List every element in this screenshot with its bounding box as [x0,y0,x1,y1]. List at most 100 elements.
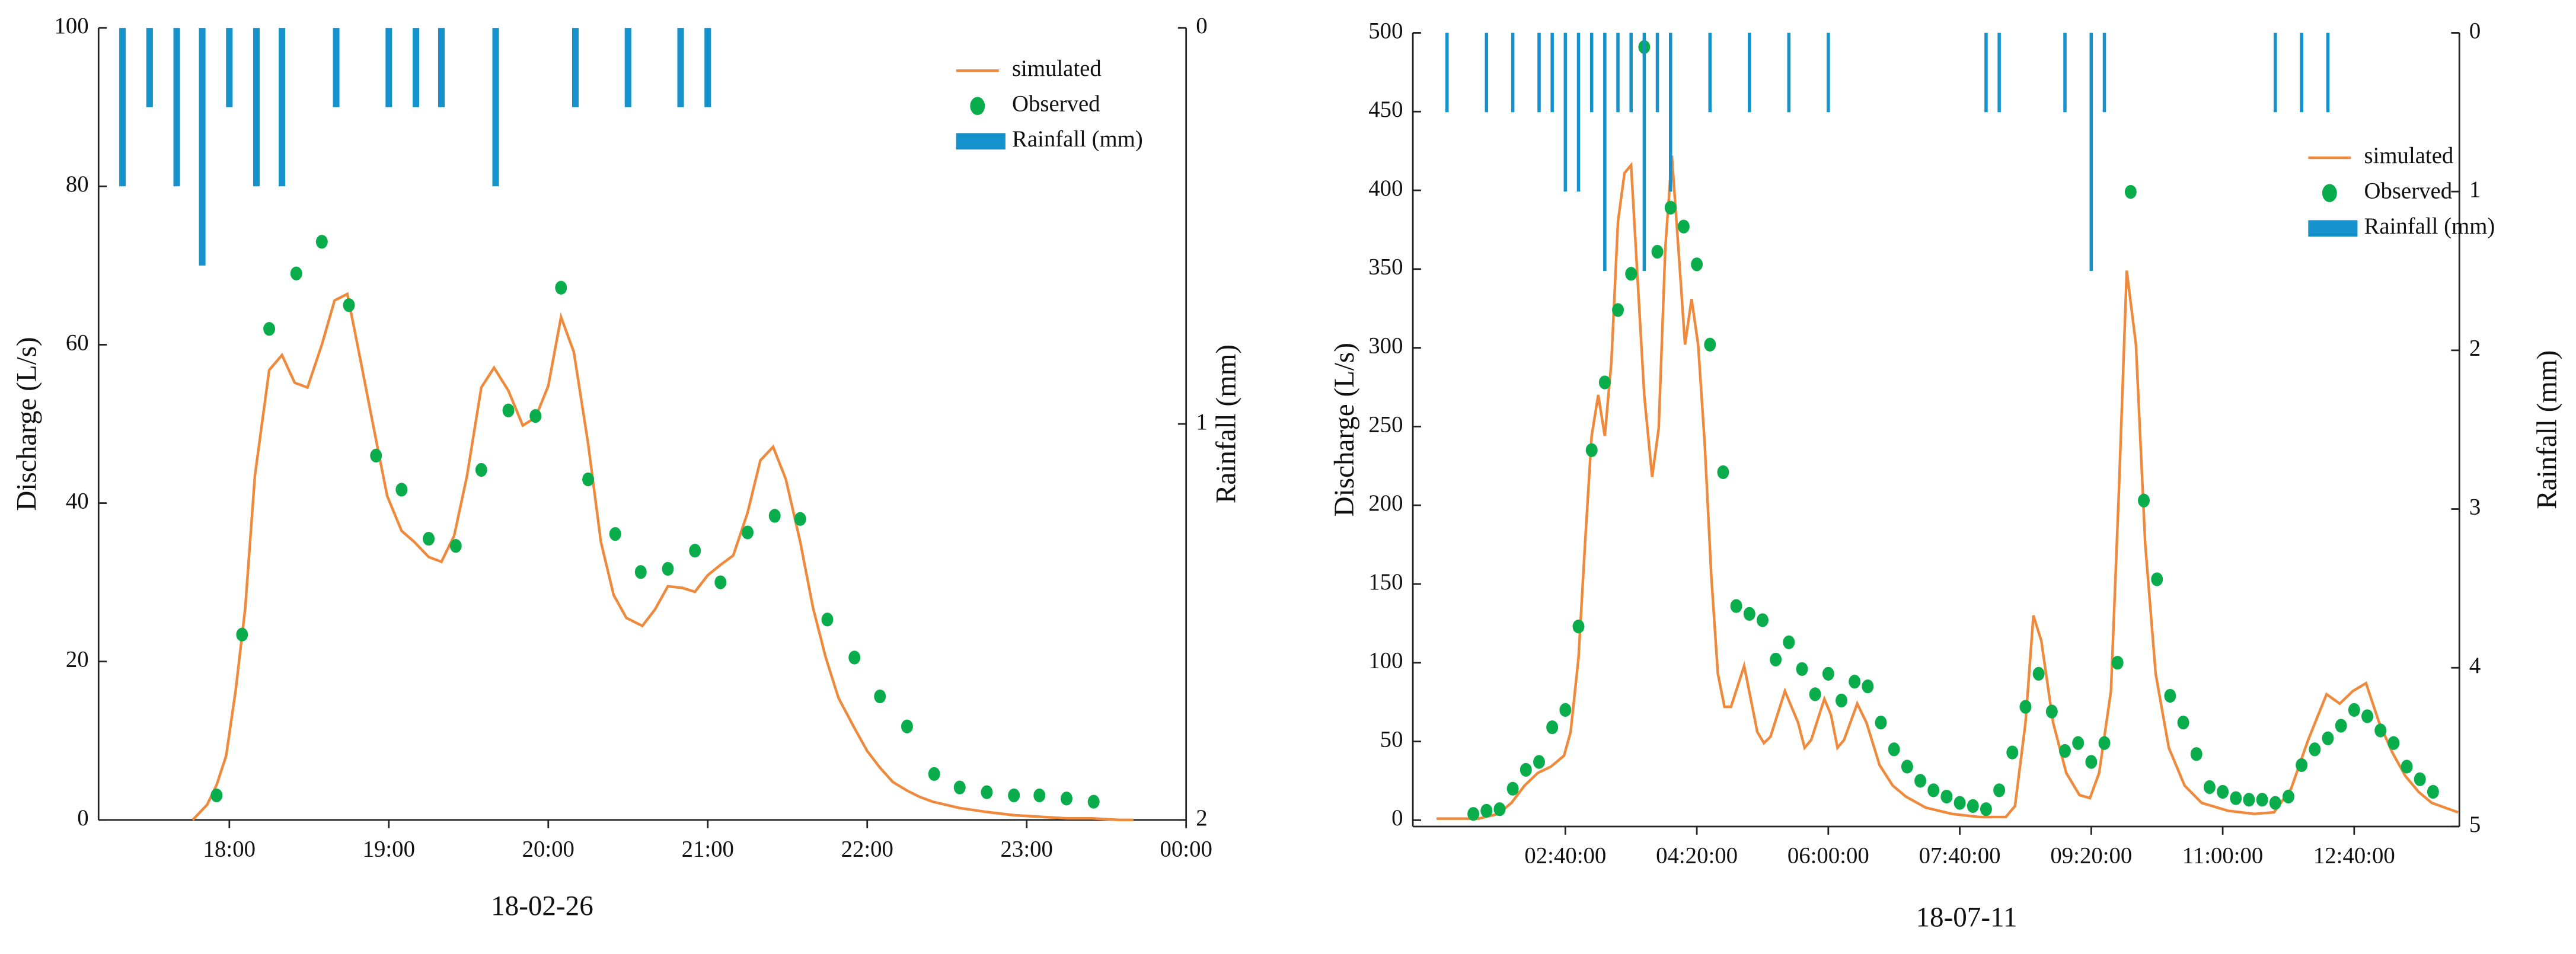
legend-label: Rainfall (mm) [1012,126,1143,152]
observed-point [2124,185,2137,199]
observed-point [1612,303,1624,317]
observed-point [1888,742,1900,757]
observed-point [315,235,328,249]
observed-point [475,462,487,477]
observed-point [1625,267,1637,281]
y-tick-label: 20 [66,647,89,672]
observed-point [1585,443,1598,457]
x-tick-label: 00:00 [1160,836,1212,862]
observed-point [210,788,223,803]
observed-point [2387,736,2400,750]
observed-point [2283,789,2294,804]
rain-bar [1511,33,1515,113]
y-tick-label: 150 [1368,569,1403,595]
observed-point [1770,652,1782,667]
y-tick-label: 0 [77,805,88,831]
observed-point [2019,700,2032,714]
y-tick-label: 300 [1368,333,1403,358]
observed-point [1008,788,1020,803]
observed-point [821,612,834,627]
observed-point [1836,693,1847,708]
x-axis-label: 18-02-26 [491,891,593,921]
y2-axis-label: Rainfall (mm) [2532,350,2562,509]
observed-point [1087,795,1100,809]
x-tick-label: 23:00 [1001,836,1053,862]
observed-point [2361,709,2374,723]
observed-point [1940,789,1953,804]
rain-bar [1550,33,1554,113]
observed-point [529,409,542,423]
observed-point [928,767,940,781]
observed-point [953,780,966,795]
observed-point [2296,758,2308,773]
rain-bar [1603,33,1607,271]
observed-point [582,472,595,487]
observed-point [2203,780,2216,795]
x-tick-label: 19:00 [363,836,415,862]
y2-axis-label: Rainfall (mm) [1211,344,1242,503]
rain-bar [385,28,392,107]
rain-bar [492,28,499,187]
x-tick-label: 22:00 [841,836,893,862]
legend-label: simulated [1012,56,1102,81]
legend-label: Rainfall (mm) [2364,213,2495,239]
rain-bar [2274,33,2277,113]
observed-point [2059,744,2071,758]
rain-bar [1748,33,1751,113]
observed-point [768,509,781,523]
rain-bar [1787,33,1791,113]
rain-bar [199,28,206,266]
observed-point [1467,807,1480,821]
x-tick-label: 12:40:00 [2313,843,2395,869]
rain-bar [1563,33,1568,192]
y-axis-label: Discharge (L/s) [12,337,43,510]
observed-point [634,565,647,579]
x-tick-label: 09:20:00 [2050,843,2132,869]
observed-point [423,532,435,546]
observed-point [1993,783,2006,797]
y-tick-label: 80 [66,171,89,197]
rain-bar [1655,33,1659,113]
rain-bar [333,28,340,107]
x-tick-label: 21:00 [682,836,734,862]
observed-point [2151,572,2163,586]
observed-point [1533,755,1545,769]
rain-bar [1642,33,1646,271]
observed-point [1598,375,1611,390]
observed-point [2032,666,2045,681]
observed-point [343,298,355,312]
rain-bar [412,28,420,107]
rain-bar [2063,33,2067,113]
y-tick-label: 350 [1368,254,1403,280]
observed-point [1506,781,1519,796]
observed-point [370,448,382,463]
y-tick-label: 400 [1368,176,1403,201]
rain-bar [704,28,711,107]
observed-point [1651,244,1664,259]
observed-point [2414,772,2426,786]
observed-point [2374,723,2387,738]
observed-point [689,544,701,558]
observed-point [502,403,515,417]
observed-point [2256,793,2268,807]
rain-bar [624,28,631,107]
rain-bar [2089,33,2093,271]
rain-bar [1668,33,1672,192]
rain-bar [1445,33,1449,113]
y2-tick-label: 2 [1196,805,1207,831]
rain-bar [1589,33,1594,113]
observed-point [2335,719,2347,733]
observed-point [1875,716,1887,730]
y2-tick-label: 4 [2469,653,2481,678]
observed-point [1901,760,1913,774]
y2-tick-label: 5 [2469,812,2481,837]
legend-swatch [2322,184,2337,202]
legend-swatch [2308,220,2358,237]
observed-point [2401,760,2413,774]
observed-point [290,266,302,280]
y-tick-label: 500 [1368,18,1403,43]
observed-point [1809,687,1821,701]
y-tick-label: 450 [1368,97,1403,122]
